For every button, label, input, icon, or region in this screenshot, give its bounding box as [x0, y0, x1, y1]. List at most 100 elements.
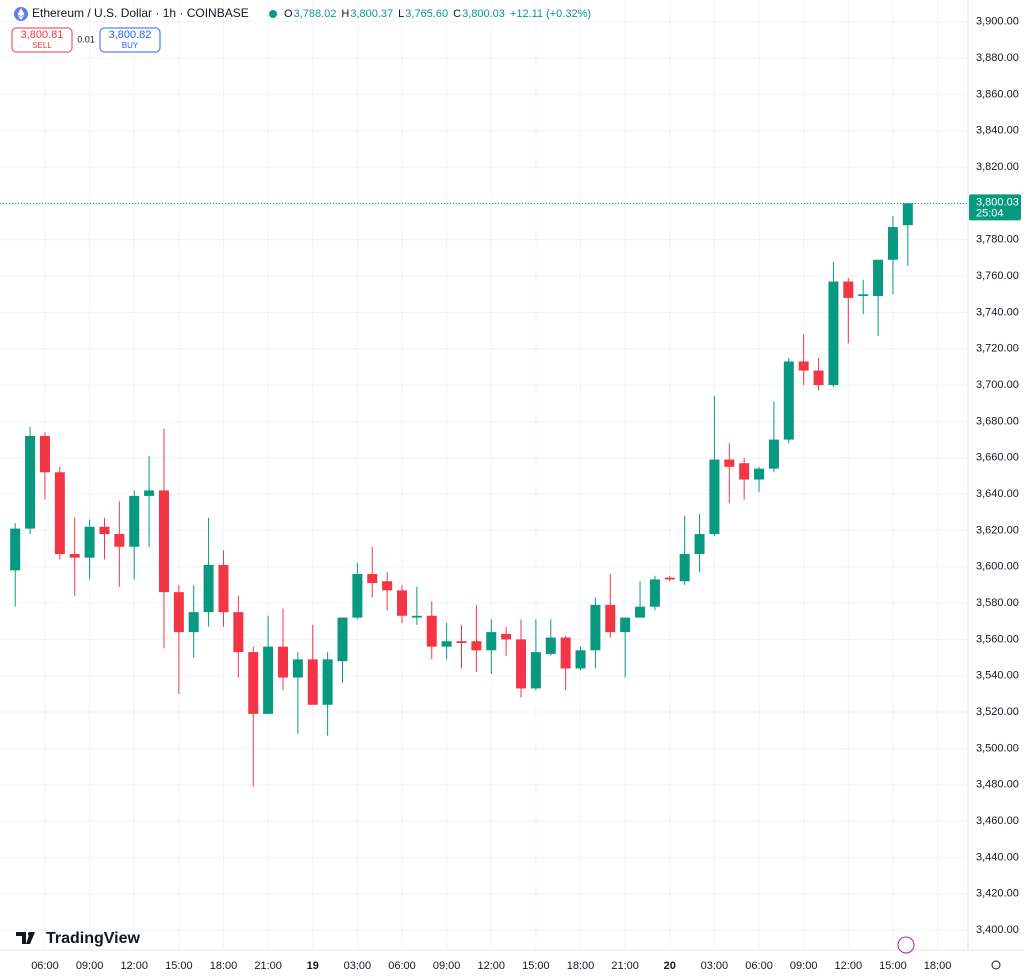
candle-body	[694, 534, 705, 555]
candle-body	[144, 490, 155, 496]
y-tick-label: 3,820.00	[976, 161, 1019, 173]
candle-body	[10, 528, 21, 571]
y-tick-label: 3,460.00	[976, 815, 1019, 827]
y-tick-label: 3,420.00	[976, 888, 1019, 900]
x-tick-label: 15:00	[879, 960, 907, 972]
x-tick-label: 06:00	[388, 960, 416, 972]
y-tick-label: 3,600.00	[976, 561, 1019, 573]
settings-icon[interactable]	[991, 960, 1001, 970]
x-tick-label: 09:00	[433, 960, 461, 972]
candle-body	[456, 641, 467, 644]
y-tick-label: 3,660.00	[976, 452, 1019, 464]
y-tick-label: 3,440.00	[976, 851, 1019, 863]
candle-body	[114, 534, 125, 547]
candle-body	[679, 554, 690, 582]
ohlc-key: C	[453, 8, 461, 20]
x-tick-label: 21:00	[254, 960, 282, 972]
candle-body	[620, 617, 631, 633]
x-tick-label: 03:00	[344, 960, 372, 972]
candle-body	[709, 459, 720, 535]
candle-body	[173, 592, 184, 633]
y-tick-label: 3,720.00	[976, 343, 1019, 355]
candles	[0, 202, 968, 787]
y-tick-label: 3,860.00	[976, 88, 1019, 100]
x-tick-label: 12:00	[477, 960, 505, 972]
ohlc-key: H	[341, 8, 349, 20]
candle-body	[828, 281, 839, 386]
candle-body	[233, 612, 244, 653]
x-tick-label: 09:00	[790, 960, 818, 972]
sell-label: SELL	[32, 41, 52, 50]
buy-button[interactable]	[99, 27, 161, 53]
candle-body	[664, 577, 675, 580]
y-tick-label: 3,680.00	[976, 415, 1019, 427]
candle-body	[739, 463, 750, 480]
sell-button[interactable]	[11, 27, 73, 53]
candle-body	[649, 579, 660, 607]
symbol[interactable]: Ethereum / U.S. Dollar · 1h · COINBASE	[32, 6, 249, 20]
candle-body	[813, 370, 824, 386]
ohlc-value: 3,800.37	[350, 8, 393, 20]
y-tick-label: 3,620.00	[976, 524, 1019, 536]
x-tick-label: 03:00	[701, 960, 729, 972]
x-tick-label: 18:00	[924, 960, 952, 972]
ohlc-key: L	[398, 8, 404, 20]
y-tick-label: 3,480.00	[976, 779, 1019, 791]
candle-body	[635, 606, 646, 618]
candle-body	[69, 554, 80, 558]
y-tick-label: 3,780.00	[976, 234, 1019, 246]
candle-body	[158, 490, 169, 593]
sell-price: 3,800.81	[21, 29, 64, 41]
x-tick-label: 15:00	[165, 960, 193, 972]
legend: Ethereum / U.S. Dollar · 1h · COINBASE O…	[11, 6, 591, 53]
ohlc-value: 3,765.60	[405, 8, 448, 20]
x-tick-label: 12:00	[835, 960, 863, 972]
x-tick-label: 15:00	[522, 960, 550, 972]
candle-body	[575, 650, 586, 669]
candle-body	[486, 632, 497, 651]
y-tick-label: 3,840.00	[976, 125, 1019, 137]
x-tick-label: 18:00	[567, 960, 595, 972]
candle-body	[277, 646, 288, 678]
y-tick-label: 3,740.00	[976, 306, 1019, 318]
replay-icon[interactable]	[897, 936, 915, 954]
candle-body	[39, 435, 50, 473]
candle-body	[783, 361, 794, 440]
candle-body	[754, 468, 765, 480]
candle-body	[858, 294, 869, 297]
candle-body	[605, 604, 616, 633]
ohlc: O 3,788.02 H 3,800.37 L 3,765.60 C 3,800.03 +12.…	[284, 8, 591, 20]
candle-body	[724, 459, 735, 467]
change: +12.11 (+0.32%)	[510, 8, 591, 20]
y-tick-label: 3,540.00	[976, 670, 1019, 682]
y-tick-label: 3,880.00	[976, 52, 1019, 64]
ohlc-value: 3,800.03	[462, 8, 505, 20]
grid	[0, 0, 968, 950]
candle-body	[263, 646, 274, 714]
candle-body	[471, 641, 482, 651]
candle-body	[873, 259, 884, 297]
symbol-icon-glyph	[17, 8, 25, 20]
y-tick-label: 3,700.00	[976, 379, 1019, 391]
candle-body	[367, 573, 378, 584]
buy-label: BUY	[122, 41, 139, 50]
x-tick-label: 06:00	[745, 960, 773, 972]
candle-body	[843, 281, 854, 298]
last-price-box	[969, 194, 1021, 221]
x-tick-label: 21:00	[611, 960, 639, 972]
logo-dot	[28, 932, 32, 936]
candle-body	[530, 652, 541, 689]
candle-body	[426, 615, 437, 647]
x-tick-label: 12:00	[120, 960, 148, 972]
candle-body	[188, 612, 199, 633]
x-tick-label: 06:00	[31, 960, 59, 972]
candle-body	[352, 573, 363, 618]
candle-body	[337, 617, 348, 662]
candle-body	[902, 203, 913, 226]
candle-body	[322, 659, 333, 705]
y-tick-label: 3,580.00	[976, 597, 1019, 609]
brand-name: TradingView	[46, 930, 141, 947]
candle-body	[441, 641, 452, 647]
candle-body	[54, 472, 65, 555]
